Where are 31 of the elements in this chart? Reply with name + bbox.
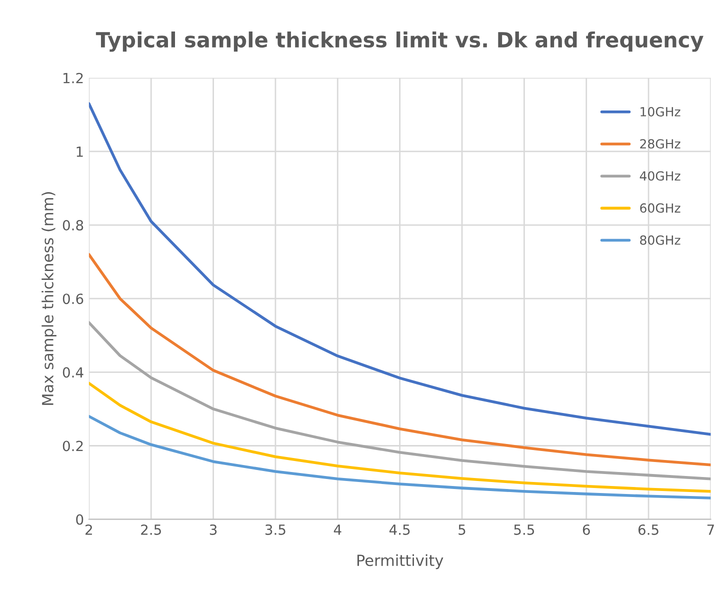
- y-tick-label: 0.4: [62, 367, 84, 378]
- legend-label: 28GHz: [640, 139, 680, 149]
- line-series: [88, 414, 711, 500]
- x-tick-label: 4: [334, 524, 342, 535]
- x-tick-label: 2.5: [141, 524, 161, 535]
- y-tick-label: 0.6: [62, 294, 84, 304]
- legend-label: 80GHz: [640, 235, 680, 245]
- chart-title: Typical sample thickness limit vs. Dk and frequency: [96, 31, 704, 52]
- y-tick-label: 1.2: [64, 72, 83, 84]
- x-tick-label: 7: [707, 524, 714, 535]
- y-tick-label: 0.2: [62, 440, 83, 452]
- line-series: [88, 253, 711, 466]
- line-series: [88, 321, 711, 480]
- x-tick-label: 3.5: [265, 524, 286, 535]
- x-tick-label: 5: [458, 524, 466, 535]
- y-tick-label: 1: [76, 146, 83, 157]
- line-series: [88, 102, 711, 436]
- x-tick-label: 5.5: [514, 524, 534, 535]
- y-tick-label: 0: [76, 514, 84, 525]
- x-axis-title: Permittivity: [357, 554, 444, 570]
- y-tick-label: 0.8: [62, 220, 84, 230]
- legend-label: 60GHz: [640, 203, 680, 213]
- line-series: [88, 382, 711, 493]
- x-tick-label: 2: [86, 524, 92, 535]
- x-tick-label: 4.5: [389, 524, 410, 535]
- legend-label: 10GHz: [640, 107, 680, 116]
- x-tick-label: 6: [582, 524, 590, 535]
- x-tick-label: 6.5: [638, 524, 658, 535]
- y-axis-title: Max sample thickness (mm): [42, 192, 56, 405]
- legend-label: 40GHz: [640, 171, 680, 181]
- x-tick-label: 3: [210, 524, 217, 535]
